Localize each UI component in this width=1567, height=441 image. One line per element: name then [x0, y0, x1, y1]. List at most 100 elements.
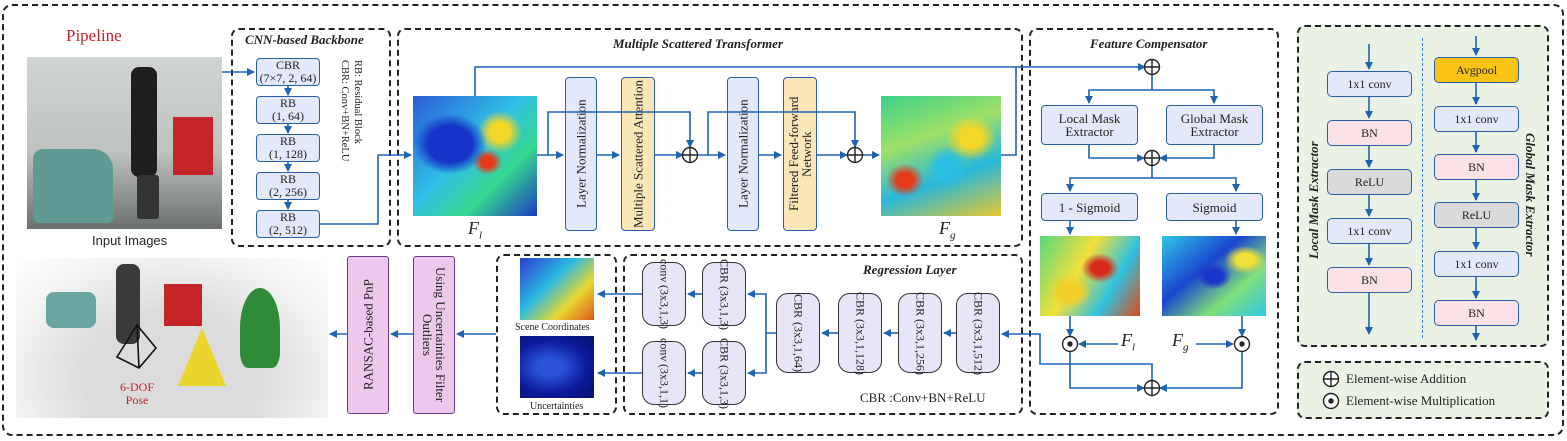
block-params: (2, 256): [269, 185, 307, 199]
mul-op-global: [1233, 335, 1251, 353]
reg-params: (3x3,1,64): [791, 321, 806, 372]
transformer-frame: [397, 28, 1023, 247]
reg-block-64: CBR (3x3,1,64): [776, 293, 820, 373]
block-params: (2, 512): [269, 223, 307, 237]
arrow-add-to-regression: [1001, 330, 1153, 380]
fl-sub: l: [479, 229, 483, 242]
arrow-top-branch: [474, 63, 1146, 96]
local-block-conv2: 1x1 conv: [1327, 218, 1412, 244]
reg-name: conv: [657, 337, 672, 362]
reg-name: CBR: [791, 294, 806, 319]
arrow-add-to-1sigmoid: [1066, 166, 1153, 192]
block-params: (1, 128): [269, 147, 307, 161]
reg-params: (3x3,1,3): [717, 285, 732, 330]
reg-block-cbr3-top: CBR (3x3,1,3): [702, 259, 746, 330]
stand-base: [137, 175, 159, 219]
global-mask-extractor-box: Global Mask Extractor: [1166, 105, 1263, 145]
comp-fl-main: F: [1121, 330, 1132, 350]
chair-shape: [46, 292, 96, 328]
camera-pose-icon: [115, 323, 158, 369]
filter-outliers-box: Using Uncertainties Filter Outliers: [413, 256, 455, 414]
outputs-frame: [496, 254, 617, 415]
heatmap-local-mask: [1040, 236, 1140, 316]
reg-params: (3x3,1,3): [717, 364, 732, 409]
input-image: [27, 57, 222, 229]
scene-coordinates-image: [520, 258, 594, 320]
reg-block-conv3-top: conv (3x3,1,3): [642, 259, 686, 330]
compensator-title: Feature Compensator: [1090, 36, 1208, 51]
local-block-bn1: BN: [1327, 120, 1412, 146]
transformer-title: Multiple Scattered Transformer: [613, 36, 783, 51]
compensator-frame: [1029, 28, 1279, 415]
block-name: RB: [279, 134, 296, 148]
reg-name: CBR: [971, 291, 986, 316]
block-name: CBR: [275, 58, 300, 72]
arrow-global-to-add: [1159, 145, 1215, 162]
extinguisher-board: [173, 117, 213, 175]
add-op-1: [681, 146, 699, 164]
backbone-legend-cbr: CBR: Conv+BN+ReLU: [339, 60, 350, 162]
regression-title: Regression Layer: [863, 262, 957, 277]
sigmoid-box: Sigmoid: [1166, 193, 1263, 221]
local-block-relu: ReLU: [1327, 169, 1412, 195]
backbone-block-rb3: RB (2, 256): [256, 172, 320, 200]
arrow-local-to-add: [1088, 145, 1145, 162]
extractor-divider: [1422, 38, 1423, 338]
mul-op-local: [1061, 335, 1079, 353]
reconstruction-image: [16, 258, 328, 418]
block-params: (7×7, 2, 64): [259, 71, 317, 85]
fg-label: Fg: [939, 218, 956, 242]
arrow-mul1-to-add: [1069, 352, 1145, 392]
add-op-bottom: [1143, 379, 1161, 397]
backbone-frame: [231, 28, 391, 247]
skip-1: [547, 111, 694, 155]
backbone-block-rb4: RB (2, 512): [256, 210, 320, 238]
reg-params: (3x3,1,256): [913, 318, 928, 375]
reg-params: (3x3,1,3): [657, 285, 672, 330]
global-block-bn1: BN: [1434, 154, 1519, 180]
arrow-add-to-sigmoid: [1152, 177, 1240, 192]
reg-params: (3x3,1,512): [971, 318, 986, 375]
fg-main: F: [939, 218, 950, 238]
arrow-backbone-to-fl: [320, 151, 412, 225]
arrow-reg-64-split: [747, 290, 776, 334]
reg-block-256: CBR (3x3,1,256): [898, 292, 942, 375]
backbone-block-rb1: RB (1, 64): [256, 96, 320, 124]
local-mask-extractor-box: Local Mask Extractor: [1041, 105, 1138, 145]
comp-fl-sub: l: [1132, 341, 1136, 354]
pipeline-label: Pipeline: [66, 26, 122, 45]
local-block-bn2: BN: [1327, 267, 1412, 293]
uncertainties-label: Uncertainties: [530, 401, 584, 412]
arrow-to-global-mask: [1152, 89, 1218, 104]
fl-main: F: [468, 218, 479, 238]
comp-fg-sub: g: [1183, 341, 1189, 354]
backbone-block-rb2: RB (1, 128): [256, 134, 320, 162]
reg-block-512: CBR (3x3,1,512): [956, 291, 1000, 375]
pose-label: 6-DOF Pose: [119, 380, 154, 407]
coat-shape: [116, 264, 140, 344]
one-minus-sigmoid-box: 1 - Sigmoid: [1041, 193, 1138, 221]
add-op-2: [846, 146, 864, 164]
heatmap-fg: [881, 96, 1001, 216]
arrow-to-local-mask: [1085, 67, 1153, 104]
reg-name: CBR: [717, 337, 732, 362]
comp-fg-label: Fg: [1172, 330, 1189, 354]
legend-addition-label: Element-wise Addition: [1346, 371, 1467, 386]
fl-label: Fl: [468, 218, 482, 242]
legend-add-icon: [1322, 370, 1340, 388]
wet-floor-sign: [178, 328, 226, 386]
comp-fg-main: F: [1172, 330, 1183, 350]
legend-multiplication-label: Element-wise Multiplication: [1346, 393, 1496, 408]
arrow-mul2-to-add: [1159, 352, 1243, 392]
local-block-conv1: 1x1 conv: [1327, 71, 1412, 97]
reg-block-cbr3-bottom: CBR (3x3,1,3): [702, 337, 746, 409]
arrow-reg-64-split-bottom: [747, 333, 767, 377]
backbone-block-cbr: CBR (7×7, 2, 64): [256, 58, 320, 86]
global-block-relu: ReLU: [1434, 202, 1519, 228]
add-op-masks: [1143, 149, 1161, 167]
input-images-label: Input Images: [92, 233, 168, 248]
reg-block-128: CBR (3x3,1,128): [838, 292, 882, 375]
global-block-avgpool: Avgpool: [1434, 57, 1519, 83]
arrow-fg-to-top-add: [1001, 67, 1017, 156]
heatmap-fl: [413, 96, 537, 216]
